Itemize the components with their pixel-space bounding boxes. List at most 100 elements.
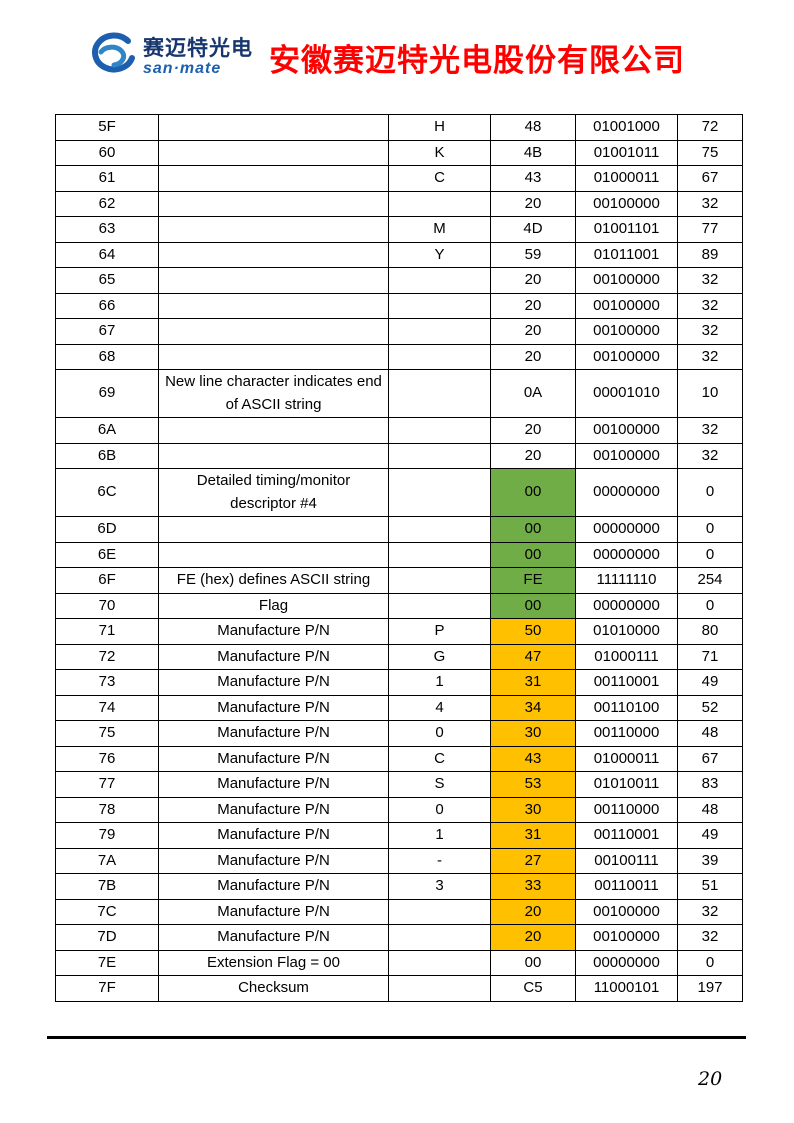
table-row: 67 20 00100000 32 bbox=[55, 318, 743, 345]
table-row: 68 20 00100000 32 bbox=[55, 343, 743, 370]
cell-address: 5F bbox=[55, 114, 159, 141]
table-row: 76 Manufacture P/N C 43 01000011 67 bbox=[55, 745, 743, 772]
cell-hex-value: 53 bbox=[490, 771, 576, 798]
cell-binary-value: 11111110 bbox=[575, 567, 678, 594]
table-row: 5F H 48 01001000 72 bbox=[55, 114, 743, 141]
cell-binary-value: 00000000 bbox=[575, 516, 678, 543]
table-row: 73 Manufacture P/N 1 31 00110001 49 bbox=[55, 669, 743, 696]
cell-binary-value: 01000011 bbox=[575, 165, 678, 192]
cell-address: 73 bbox=[55, 669, 159, 696]
cell-description bbox=[158, 165, 389, 192]
cell-binary-value: 00100000 bbox=[575, 267, 678, 294]
footer-rule bbox=[47, 1036, 746, 1039]
cell-binary-value: 00110000 bbox=[575, 796, 678, 823]
cell-ascii-char: G bbox=[388, 643, 491, 670]
cell-ascii-char: H bbox=[388, 114, 491, 141]
cell-address: 7E bbox=[55, 949, 159, 976]
cell-address: 6D bbox=[55, 516, 159, 543]
cell-description: Detailed timing/monitor descriptor #4 bbox=[158, 468, 389, 517]
cell-binary-value: 01001000 bbox=[575, 114, 678, 141]
cell-ascii-char: 4 bbox=[388, 694, 491, 721]
cell-address: 7F bbox=[55, 975, 159, 1002]
edid-byte-table: 5F H 48 01001000 72 60 K 4B 01001011 75 61 C 43 01000… bbox=[55, 114, 743, 1002]
cell-address: 62 bbox=[55, 190, 159, 217]
table-row: 6D 00 00000000 0 bbox=[55, 516, 743, 543]
cell-ascii-char: M bbox=[388, 216, 491, 243]
cell-binary-value: 00110011 bbox=[575, 873, 678, 900]
table-row: 78 Manufacture P/N 0 30 00110000 48 bbox=[55, 796, 743, 823]
cell-binary-value: 01011001 bbox=[575, 241, 678, 268]
cell-binary-value: 01010000 bbox=[575, 618, 678, 645]
cell-ascii-char bbox=[388, 468, 491, 517]
cell-address: 60 bbox=[55, 139, 159, 166]
cell-ascii-char bbox=[388, 417, 491, 444]
cell-description bbox=[158, 292, 389, 319]
cell-description: Manufacture P/N bbox=[158, 720, 389, 747]
cell-ascii-char: C bbox=[388, 165, 491, 192]
cell-description: Manufacture P/N bbox=[158, 873, 389, 900]
cell-decimal-value: 32 bbox=[677, 190, 743, 217]
cell-address: 67 bbox=[55, 318, 159, 345]
table-row: 69 New line character indicates end of AS… bbox=[55, 369, 743, 418]
table-row: 60 K 4B 01001011 75 bbox=[55, 139, 743, 166]
cell-hex-value: 00 bbox=[490, 592, 576, 619]
cell-binary-value: 00000000 bbox=[575, 541, 678, 568]
cell-decimal-value: 32 bbox=[677, 898, 743, 925]
cell-hex-value: 4D bbox=[490, 216, 576, 243]
cell-description: Manufacture P/N bbox=[158, 847, 389, 874]
cell-hex-value: 20 bbox=[490, 190, 576, 217]
cell-address: 6E bbox=[55, 541, 159, 568]
cell-decimal-value: 75 bbox=[677, 139, 743, 166]
cell-address: 63 bbox=[55, 216, 159, 243]
cell-hex-value: 31 bbox=[490, 822, 576, 849]
cell-hex-value: 20 bbox=[490, 267, 576, 294]
cell-ascii-char bbox=[388, 924, 491, 951]
cell-description bbox=[158, 541, 389, 568]
cell-binary-value: 01001101 bbox=[575, 216, 678, 243]
cell-ascii-char bbox=[388, 975, 491, 1002]
table-row: 7D Manufacture P/N 20 00100000 32 bbox=[55, 924, 743, 951]
cell-description: Manufacture P/N bbox=[158, 822, 389, 849]
cell-description bbox=[158, 114, 389, 141]
brand-name-cn: 赛迈特光电 bbox=[143, 36, 253, 60]
cell-decimal-value: 10 bbox=[677, 369, 743, 418]
cell-binary-value: 01010011 bbox=[575, 771, 678, 798]
cell-decimal-value: 67 bbox=[677, 165, 743, 192]
cell-hex-value: 30 bbox=[490, 720, 576, 747]
cell-binary-value: 01000111 bbox=[575, 643, 678, 670]
cell-description: Manufacture P/N bbox=[158, 771, 389, 798]
cell-address: 61 bbox=[55, 165, 159, 192]
cell-ascii-char: 1 bbox=[388, 822, 491, 849]
cell-address: 7B bbox=[55, 873, 159, 900]
cell-ascii-char bbox=[388, 949, 491, 976]
cell-address: 66 bbox=[55, 292, 159, 319]
cell-decimal-value: 49 bbox=[677, 822, 743, 849]
cell-hex-value: 34 bbox=[490, 694, 576, 721]
cell-ascii-char bbox=[388, 343, 491, 370]
cell-binary-value: 00000000 bbox=[575, 468, 678, 517]
cell-ascii-char bbox=[388, 267, 491, 294]
cell-ascii-char bbox=[388, 190, 491, 217]
table-row: 77 Manufacture P/N S 53 01010011 83 bbox=[55, 771, 743, 798]
table-row: 74 Manufacture P/N 4 34 00110100 52 bbox=[55, 694, 743, 721]
cell-address: 78 bbox=[55, 796, 159, 823]
cell-hex-value: 4B bbox=[490, 139, 576, 166]
cell-address: 7D bbox=[55, 924, 159, 951]
table-row: 7F Checksum C5 11000101 197 bbox=[55, 975, 743, 1002]
page-number: 20 bbox=[698, 1068, 723, 1090]
table-row: 61 C 43 01000011 67 bbox=[55, 165, 743, 192]
cell-hex-value: 00 bbox=[490, 949, 576, 976]
cell-binary-value: 00100000 bbox=[575, 292, 678, 319]
cell-hex-value: 47 bbox=[490, 643, 576, 670]
cell-decimal-value: 77 bbox=[677, 216, 743, 243]
cell-hex-value: 00 bbox=[490, 516, 576, 543]
cell-description: Manufacture P/N bbox=[158, 745, 389, 772]
cell-address: 77 bbox=[55, 771, 159, 798]
cell-decimal-value: 0 bbox=[677, 949, 743, 976]
cell-ascii-char: - bbox=[388, 847, 491, 874]
cell-address: 71 bbox=[55, 618, 159, 645]
cell-decimal-value: 197 bbox=[677, 975, 743, 1002]
table-row: 63 M 4D 01001101 77 bbox=[55, 216, 743, 243]
cell-description bbox=[158, 139, 389, 166]
cell-hex-value: 48 bbox=[490, 114, 576, 141]
